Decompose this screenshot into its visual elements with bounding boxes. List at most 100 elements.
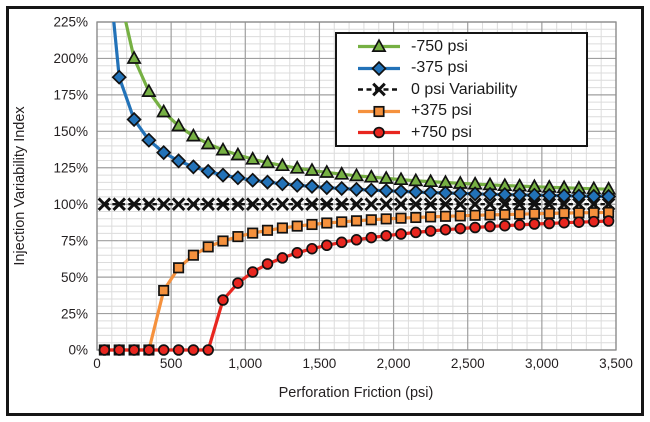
- y-tick-label: 50%: [61, 270, 88, 285]
- square-marker-icon: [173, 262, 185, 274]
- circle-marker-icon: [276, 252, 289, 264]
- diamond-marker-icon: [467, 186, 483, 202]
- diamond-marker-icon: [348, 181, 365, 198]
- x-marker-icon: [423, 197, 438, 212]
- diamond-marker-icon: [141, 132, 157, 148]
- chart-graphics: 0 500 1,000 1,500 2,000 2,500 3,000 3,500 0% 25% 5…: [53, 15, 633, 371]
- diamond-marker-icon: [170, 153, 187, 169]
- diamond-marker-icon: [245, 172, 261, 188]
- diamond-marker-icon: [541, 187, 557, 204]
- circle-marker-icon: [499, 219, 511, 232]
- circle-marker-icon: [528, 218, 541, 230]
- circle-marker-icon: [335, 236, 348, 249]
- x-marker-icon: [171, 197, 186, 212]
- x-marker-icon: [542, 197, 557, 212]
- circle-marker-icon: [543, 217, 556, 230]
- y-tick-label: 125%: [53, 160, 88, 175]
- x-tick-label: 2,000: [377, 356, 411, 371]
- circle-marker-icon: [261, 258, 274, 270]
- square-marker-icon: [232, 231, 244, 243]
- diamond-marker-icon: [378, 183, 394, 199]
- square-marker-icon: [291, 220, 303, 232]
- triangle-marker-icon: [304, 162, 320, 176]
- diamond-marker-icon: [259, 174, 276, 190]
- square-marker-icon: [573, 207, 585, 219]
- series-0-psi-variability: [97, 197, 616, 212]
- triangle-marker-icon: [259, 154, 276, 169]
- triangle-marker-icon: [126, 50, 142, 64]
- circle-marker-icon: [588, 215, 600, 228]
- square-marker-icon: [276, 222, 288, 234]
- legend-swatch: [358, 60, 400, 76]
- triangle-marker-icon: [185, 127, 201, 142]
- x-marker-icon: [275, 197, 290, 212]
- square-marker-icon: [247, 227, 259, 239]
- x-tick-label: 3,000: [525, 356, 559, 371]
- triangle-marker-icon: [215, 141, 231, 156]
- x-marker-icon: [112, 197, 127, 212]
- x-marker-icon: [349, 197, 364, 212]
- circle-marker-icon: [380, 229, 392, 242]
- diamond-marker-icon: [215, 167, 231, 183]
- legend-item-plus750-psi: +750 psi: [356, 122, 586, 144]
- diamond-marker-icon: [393, 183, 409, 200]
- circle-marker-icon: [128, 344, 140, 356]
- x-marker-icon: [372, 82, 386, 97]
- square-marker-icon: [543, 207, 555, 219]
- circle-marker-icon: [217, 294, 229, 306]
- diamond-marker-icon: [126, 111, 142, 128]
- x-marker-icon: [231, 197, 245, 212]
- circle-marker-icon: [291, 247, 303, 259]
- circle-marker-icon: [350, 234, 363, 246]
- circle-marker-icon: [321, 239, 333, 252]
- diamond-marker-icon: [200, 163, 216, 180]
- diamond-marker-icon: [304, 178, 320, 195]
- circle-marker-icon: [602, 215, 615, 227]
- legend-swatch: [358, 38, 400, 52]
- square-marker-icon: [425, 211, 437, 223]
- legend-swatch: [358, 126, 400, 139]
- triangle-marker-icon: [371, 38, 387, 52]
- x-marker-icon: [290, 197, 305, 212]
- legend-label: +375 psi: [411, 102, 472, 119]
- circle-marker-icon: [232, 277, 244, 289]
- legend-swatch: [358, 82, 400, 97]
- square-marker-icon: [484, 209, 496, 221]
- diamond-marker-icon: [526, 187, 543, 203]
- circle-marker-icon: [513, 219, 526, 231]
- square-marker-icon: [202, 241, 214, 253]
- diamond-marker-icon: [289, 177, 305, 193]
- circle-marker-icon: [113, 344, 125, 356]
- x-marker-icon: [512, 197, 527, 212]
- diamond-marker-icon: [319, 179, 335, 196]
- x-tick-label: 0: [93, 356, 101, 371]
- x-marker-icon: [394, 197, 408, 212]
- diamond-marker-icon: [482, 186, 498, 202]
- x-marker-icon: [142, 197, 156, 212]
- y-tick-label: 75%: [61, 233, 88, 248]
- x-marker-icon: [364, 197, 379, 212]
- diamond-marker-icon: [408, 184, 424, 200]
- x-marker-icon: [201, 197, 216, 212]
- x-marker-icon: [334, 197, 349, 212]
- square-marker-icon: [306, 218, 318, 231]
- triangle-marker-icon: [348, 167, 365, 182]
- circle-marker-icon: [143, 344, 155, 356]
- x-marker-icon: [557, 197, 571, 212]
- triangle-marker-icon: [378, 170, 394, 184]
- y-tick-label: 175%: [53, 88, 88, 103]
- legend-label: -375 psi: [411, 59, 468, 76]
- triangle-marker-icon: [363, 168, 379, 183]
- square-marker-icon: [558, 207, 570, 219]
- circle-marker-icon: [558, 216, 570, 229]
- y-axis-title: Injection Variability Index: [12, 106, 28, 266]
- square-marker-icon: [336, 216, 348, 228]
- x-tick-labels: 0 500 1,000 1,500 2,000 2,500 3,000 3,500: [93, 356, 633, 371]
- diamond-marker-icon: [111, 69, 127, 85]
- square-marker-icon: [410, 211, 422, 224]
- square-marker-icon: [187, 249, 199, 261]
- diamond-marker-icon: [156, 144, 172, 161]
- diamond-marker-icon: [274, 176, 291, 192]
- y-tick-label: 25%: [61, 306, 88, 321]
